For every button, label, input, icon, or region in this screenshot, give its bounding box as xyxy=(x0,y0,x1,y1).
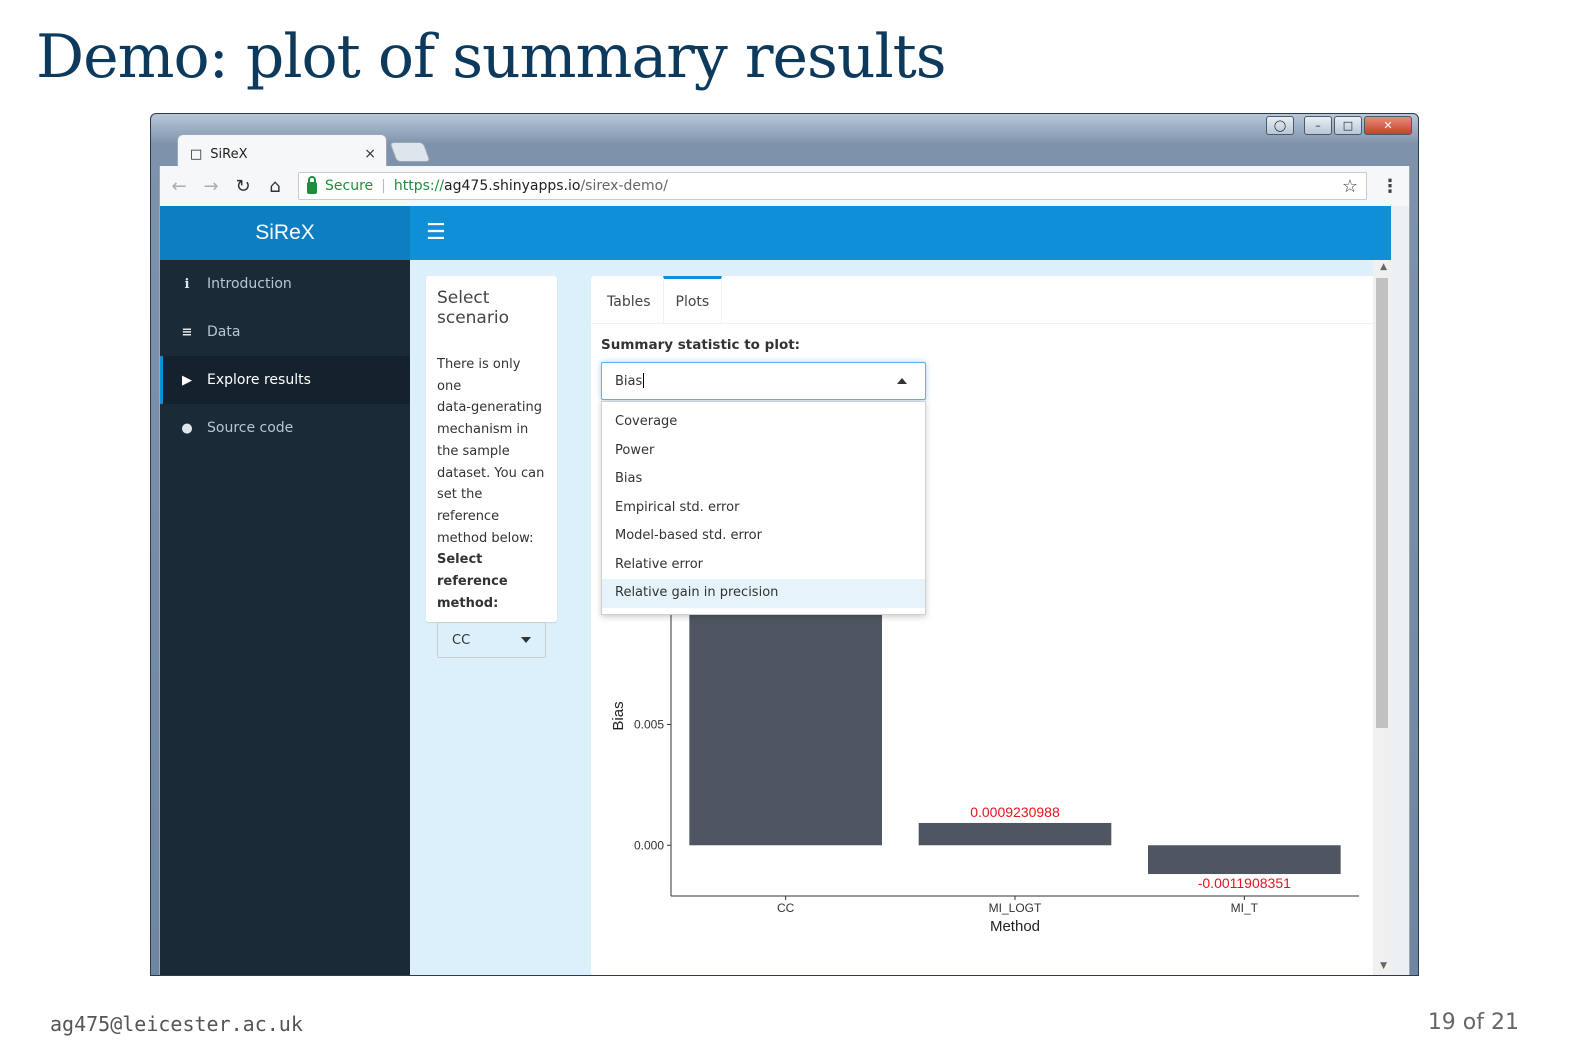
close-window-button[interactable]: ✕ xyxy=(1364,116,1412,135)
footer-email: ag475@leicester.ac.uk xyxy=(50,1012,303,1036)
reference-label-line: method: xyxy=(437,595,499,611)
hamburger-icon[interactable]: ☰ xyxy=(426,220,446,245)
reload-icon[interactable]: ↻ xyxy=(235,175,251,197)
scroll-down-icon[interactable]: ▼ xyxy=(1380,961,1387,971)
scenario-title: Select scenario xyxy=(437,288,546,328)
tab-tables[interactable]: Tables xyxy=(607,294,651,310)
x-tick-label: CC xyxy=(777,901,795,915)
scenario-title-line: Select xyxy=(437,288,490,308)
reference-method-value: CC xyxy=(452,632,471,648)
scenario-text-line: dataset. You can xyxy=(437,465,545,481)
browser-window: ◯ – □ ✕ □ SiReX × ← → ↻ ⌂ Secure | https… xyxy=(150,113,1419,976)
tab-strip: □ SiReX × xyxy=(159,134,1418,168)
dropdown-option-relative-gain[interactable]: Relative gain in precision xyxy=(602,579,925,608)
page-viewport: SiReX ☰ i Introduction ≡ Data ▶ Explore … xyxy=(159,206,1410,975)
url-separator: | xyxy=(381,178,386,194)
data-label: -0.0011908351 xyxy=(1198,875,1291,891)
reference-label-line: Select reference xyxy=(437,552,508,590)
sidebar-item-label: Source code xyxy=(207,420,294,436)
summary-statistic-input[interactable]: Bias xyxy=(615,374,643,389)
tab-bar: Tables Plots xyxy=(591,276,1376,324)
x-axis-title: Method xyxy=(990,918,1040,935)
window-controls: ◯ – □ ✕ xyxy=(1266,116,1412,135)
scenario-text-line: method below: xyxy=(437,530,534,546)
dropdown-option-power[interactable]: Power xyxy=(615,442,655,458)
content-area: Select scenario There is only one data-g… xyxy=(410,260,1391,975)
sidebar-item-explore-results[interactable]: ▶ Explore results xyxy=(160,356,410,404)
scenario-description: There is only one data-generating mechan… xyxy=(437,354,546,549)
app-logo[interactable]: SiReX xyxy=(160,206,410,260)
scenario-text-line: set the reference xyxy=(437,487,500,524)
sidebar: i Introduction ≡ Data ▶ Explore results … xyxy=(160,260,410,975)
dropdown-option-model-based-se[interactable]: Model-based std. error xyxy=(615,528,762,543)
secure-label: Secure xyxy=(325,178,374,194)
scenario-text-line: mechanism in xyxy=(437,422,529,438)
database-icon: ≡ xyxy=(181,324,193,340)
chevron-up-icon xyxy=(897,378,907,384)
y-tick-label: 0.000 xyxy=(634,838,664,852)
page-counter: 19 of 21 xyxy=(1427,1010,1519,1035)
bar-mi-t xyxy=(1148,845,1341,875)
user-icon[interactable]: ◯ xyxy=(1266,116,1294,135)
data-label: 0.0009230988 xyxy=(970,804,1060,820)
minimize-button[interactable]: – xyxy=(1304,116,1332,135)
info-icon: i xyxy=(184,276,190,292)
sidebar-item-data[interactable]: ≡ Data xyxy=(160,308,410,356)
chevron-down-icon xyxy=(521,637,531,644)
sidebar-item-label: Explore results xyxy=(207,372,311,388)
dropdown-option-relative-error[interactable]: Relative error xyxy=(615,556,704,572)
url: https://ag475.shinyapps.io/sirex-demo/ xyxy=(394,178,668,194)
x-tick-label: MI_T xyxy=(1231,901,1259,915)
url-host: ag475.shinyapps.io xyxy=(444,178,581,194)
plots-panel: Tables Plots 0.0000.0050.010CCMI_LOGT0.0… xyxy=(591,276,1376,975)
statistic-dropdown: Coverage Power Bias Empirical std. error… xyxy=(601,401,926,615)
menu-icon[interactable]: ⋮ xyxy=(1381,175,1399,197)
reference-method-select[interactable]: CC xyxy=(437,622,546,659)
scenario-text-line: the sample xyxy=(437,443,510,459)
star-icon[interactable]: ☆ xyxy=(1341,175,1358,197)
scrollbar-thumb[interactable] xyxy=(1376,278,1388,728)
dropdown-option-bias[interactable]: Bias xyxy=(615,471,643,486)
scenario-title-line: scenario xyxy=(437,308,509,328)
sidebar-item-introduction[interactable]: i Introduction xyxy=(160,260,410,308)
new-tab-button[interactable] xyxy=(389,142,431,162)
play-icon: ▶ xyxy=(182,372,192,388)
summary-statistic-label: Summary statistic to plot: xyxy=(601,337,801,353)
dropdown-option-coverage[interactable]: Coverage xyxy=(615,414,678,429)
lock-icon xyxy=(307,175,317,194)
scenario-text-line: There is only one xyxy=(437,357,521,394)
bar-mi-logt xyxy=(918,822,1112,846)
forward-icon[interactable]: → xyxy=(203,175,219,197)
url-scheme: https:// xyxy=(393,178,445,194)
sidebar-item-label: Data xyxy=(207,324,241,340)
tab-close-icon[interactable]: × xyxy=(364,146,376,162)
scenario-box: Select scenario There is only one data-g… xyxy=(426,276,557,659)
browser-toolbar: ← → ↻ ⌂ Secure | https://ag475.shinyapps… xyxy=(159,166,1410,206)
scrollbar[interactable]: ▲ ▼ xyxy=(1373,260,1391,975)
dropdown-option-empirical-se[interactable]: Empirical std. error xyxy=(615,499,740,515)
summary-statistic-select[interactable]: Bias xyxy=(601,362,926,400)
sidebar-item-label: Introduction xyxy=(207,276,292,292)
tab-plots[interactable]: Plots xyxy=(662,276,723,324)
y-tick-label: 0.005 xyxy=(634,717,664,731)
scenario-text-line: data-generating xyxy=(437,400,542,416)
slide-title: Demo: plot of summary results xyxy=(36,22,947,92)
x-tick-label: MI_LOGT xyxy=(989,901,1042,915)
tab-title: SiReX xyxy=(210,146,248,162)
browser-tab[interactable]: □ SiReX × xyxy=(177,134,387,166)
url-path: /sirex-demo/ xyxy=(580,178,668,194)
sidebar-item-source-code[interactable]: ● Source code xyxy=(160,404,410,452)
home-icon[interactable]: ⌂ xyxy=(269,175,281,197)
maximize-button[interactable]: □ xyxy=(1334,116,1362,135)
page-icon: □ xyxy=(190,146,203,162)
back-icon[interactable]: ← xyxy=(171,175,187,197)
address-bar[interactable]: Secure | https://ag475.shinyapps.io/sire… xyxy=(298,172,1367,200)
y-axis-title: Bias xyxy=(610,701,627,730)
scroll-up-icon[interactable]: ▲ xyxy=(1380,262,1387,272)
reference-method-label: Select reference method: xyxy=(437,549,546,614)
app-header: SiReX ☰ xyxy=(160,206,1391,260)
github-icon: ● xyxy=(181,420,193,436)
